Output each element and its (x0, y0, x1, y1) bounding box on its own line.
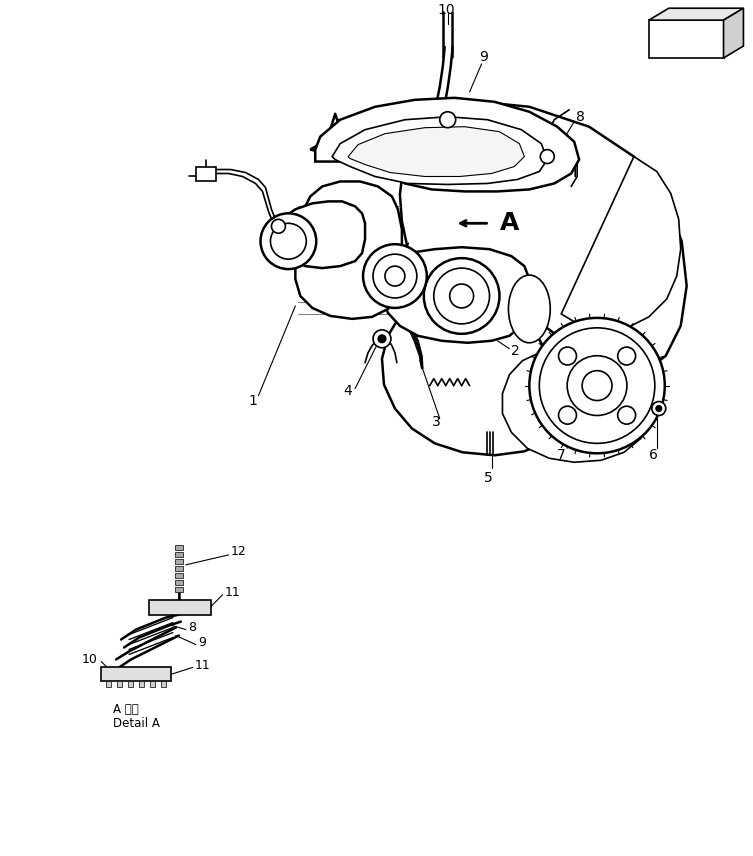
Text: 9: 9 (198, 636, 206, 649)
Text: 8: 8 (576, 110, 585, 124)
Circle shape (440, 112, 456, 128)
Circle shape (363, 244, 427, 308)
Polygon shape (724, 9, 743, 58)
Circle shape (567, 356, 627, 415)
Circle shape (373, 254, 417, 298)
Circle shape (617, 347, 636, 365)
Circle shape (373, 330, 391, 348)
Text: 10: 10 (81, 653, 97, 666)
Polygon shape (117, 681, 122, 687)
Text: 8: 8 (187, 621, 196, 634)
Text: 11: 11 (195, 659, 211, 672)
Text: 3: 3 (431, 415, 441, 430)
Circle shape (541, 150, 554, 163)
Text: 2: 2 (511, 344, 520, 358)
Polygon shape (175, 545, 183, 550)
Text: 4: 4 (343, 383, 352, 397)
Polygon shape (175, 573, 183, 578)
Polygon shape (175, 586, 183, 591)
Circle shape (385, 266, 405, 286)
Polygon shape (106, 681, 111, 687)
Text: 1: 1 (248, 394, 258, 407)
Text: 7: 7 (557, 449, 566, 462)
Circle shape (378, 335, 386, 342)
Text: 12: 12 (230, 545, 246, 558)
Polygon shape (332, 116, 547, 184)
Polygon shape (310, 100, 687, 455)
Polygon shape (139, 681, 144, 687)
Circle shape (424, 259, 499, 334)
Polygon shape (175, 580, 183, 585)
Circle shape (582, 371, 612, 401)
Text: 11: 11 (224, 586, 240, 599)
Polygon shape (150, 681, 155, 687)
Circle shape (559, 347, 577, 365)
Polygon shape (295, 181, 402, 319)
Polygon shape (279, 201, 365, 268)
Polygon shape (175, 552, 183, 557)
Polygon shape (561, 157, 681, 330)
Polygon shape (149, 600, 211, 615)
Polygon shape (649, 9, 743, 21)
Polygon shape (502, 351, 649, 462)
Circle shape (559, 407, 577, 424)
Polygon shape (161, 681, 166, 687)
Polygon shape (316, 98, 579, 192)
Text: A: A (499, 211, 519, 235)
Circle shape (656, 406, 662, 412)
Circle shape (434, 268, 489, 324)
Text: Detail A: Detail A (113, 716, 160, 729)
Text: 5: 5 (483, 471, 492, 485)
Polygon shape (370, 247, 529, 342)
Polygon shape (128, 681, 133, 687)
Text: FWD: FWD (669, 33, 702, 45)
Polygon shape (196, 167, 215, 181)
Circle shape (261, 213, 316, 269)
Polygon shape (649, 21, 724, 58)
Circle shape (271, 219, 285, 233)
Circle shape (529, 318, 665, 454)
Text: 10: 10 (437, 3, 456, 17)
Text: 9: 9 (480, 50, 489, 64)
Text: A 詳細: A 詳細 (113, 703, 139, 716)
Circle shape (539, 328, 655, 443)
Polygon shape (101, 668, 171, 681)
Polygon shape (175, 559, 183, 564)
Circle shape (617, 407, 636, 424)
Polygon shape (175, 566, 183, 571)
Circle shape (450, 284, 474, 308)
Text: 6: 6 (649, 449, 657, 462)
Polygon shape (348, 127, 524, 176)
Circle shape (652, 401, 666, 415)
Circle shape (270, 223, 306, 259)
Ellipse shape (508, 275, 550, 342)
